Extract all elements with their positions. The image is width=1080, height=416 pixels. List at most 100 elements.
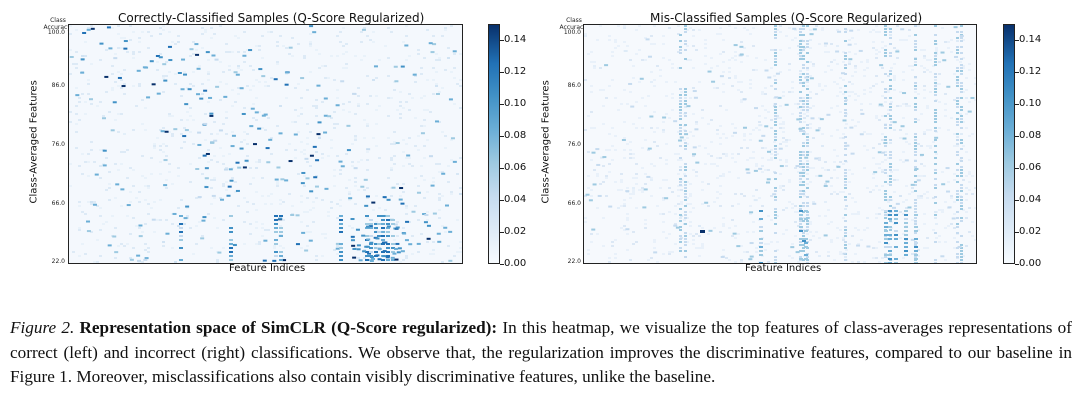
heatmap-cell [774,145,777,147]
heatmap-cell [168,115,171,117]
heatmap-cell [229,259,233,261]
heatmap-cell [902,201,905,203]
heatmap-cell [830,107,833,109]
heatmap-cell [222,247,225,249]
heatmap-cell [386,219,390,221]
heatmap-cell [842,163,845,165]
heatmap-cell [802,58,805,60]
heatmap-cell [207,161,210,163]
heatmap-cell [802,133,805,135]
heatmap-cell [920,155,923,157]
heatmap-cell [394,80,399,83]
heatmap-cell [197,131,202,134]
heatmap-cell [354,113,357,115]
heatmap-cell [799,82,802,84]
heatmap-cell [69,49,72,51]
heatmap-cell [907,206,912,209]
heatmap-cell [171,223,174,225]
heatmap-cell [339,243,343,245]
heatmap-cell [692,35,695,37]
heatmap-cell [806,109,809,111]
heatmap-cell [863,131,866,133]
heatmap-cell [722,91,725,93]
heatmap-cell [844,199,847,201]
heatmap-cell [960,217,963,219]
heatmap-cell [153,201,156,203]
heatmap-cell [372,227,375,229]
heatmap-cell [806,136,809,138]
heatmap-cell [884,145,887,147]
heatmap-cell [836,193,839,195]
heatmap-cell [857,29,860,31]
heatmap-cell [330,117,333,119]
heatmap-cell [923,165,926,167]
heatmap-cell [650,71,653,73]
heatmap-cell [844,187,847,189]
heatmap-cell [105,189,108,191]
heatmap-cell [788,91,791,93]
heatmap-cell [844,256,847,258]
heatmap-cell [679,226,682,228]
heatmap-cell [327,115,332,118]
heatmap-cell [804,242,808,244]
heatmap-cell [844,28,847,30]
heatmap-cell [662,231,665,233]
heatmap-cell [408,55,411,57]
heatmap-cell [802,127,805,129]
heatmap-cell [684,124,687,126]
heatmap-cell [844,196,847,198]
heatmap-cell [776,241,779,243]
heatmap-cell [354,203,357,205]
heatmap-cell [888,262,892,263]
heatmap-cell [960,64,963,66]
left-plot-title: Correctly-Classified Samples (Q-Score Re… [118,11,425,25]
heatmap-cell [956,67,959,69]
heatmap-cell [956,175,959,177]
heatmap-cell [720,255,725,258]
heatmap-cell [684,166,687,168]
heatmap-cell [692,90,697,93]
heatmap-cell [390,256,395,259]
heatmap-cell [366,151,369,153]
heatmap-cell [962,179,965,181]
heatmap-cell [373,65,378,68]
heatmap-cell [953,247,956,249]
heatmap-cell [644,59,647,61]
heatmap-cell [315,99,318,101]
heatmap-cell [165,75,168,77]
heatmap-cell [809,29,812,31]
heatmap-cell [788,255,791,257]
heatmap-cell [878,261,881,263]
heatmap-cell [758,121,761,123]
heatmap-cell [75,113,78,115]
heatmap-cell [242,54,247,57]
heatmap-cell [453,103,456,105]
heatmap-cell [731,153,734,155]
heatmap-cell [866,67,869,69]
heatmap-cell [725,137,728,139]
heatmap-cell [205,152,210,155]
heatmap-cell [938,241,941,243]
heatmap-cell [316,84,321,87]
heatmap-cell [911,219,914,221]
heatmap-cell [968,135,971,137]
heatmap-cell [294,149,297,151]
heatmap-cell [836,177,839,179]
colorbar-tick-label: 0.10 [1019,98,1042,109]
heatmap-cell [875,115,878,117]
heatmap-cell [370,257,375,260]
heatmap-cell [890,101,893,103]
heatmap-cell [799,118,802,120]
heatmap-cell [369,235,373,237]
heatmap-cell [802,163,805,165]
heatmap-cell [692,45,695,47]
heatmap-cell [360,59,363,61]
heatmap-cell [420,132,425,135]
heatmap-cell [141,31,144,33]
heatmap-cell [725,257,728,259]
heatmap-cell [795,251,800,254]
heatmap-cell [120,87,123,89]
heatmap-cell [960,253,963,255]
heatmap-cell [195,53,200,56]
heatmap-cell [450,71,453,73]
